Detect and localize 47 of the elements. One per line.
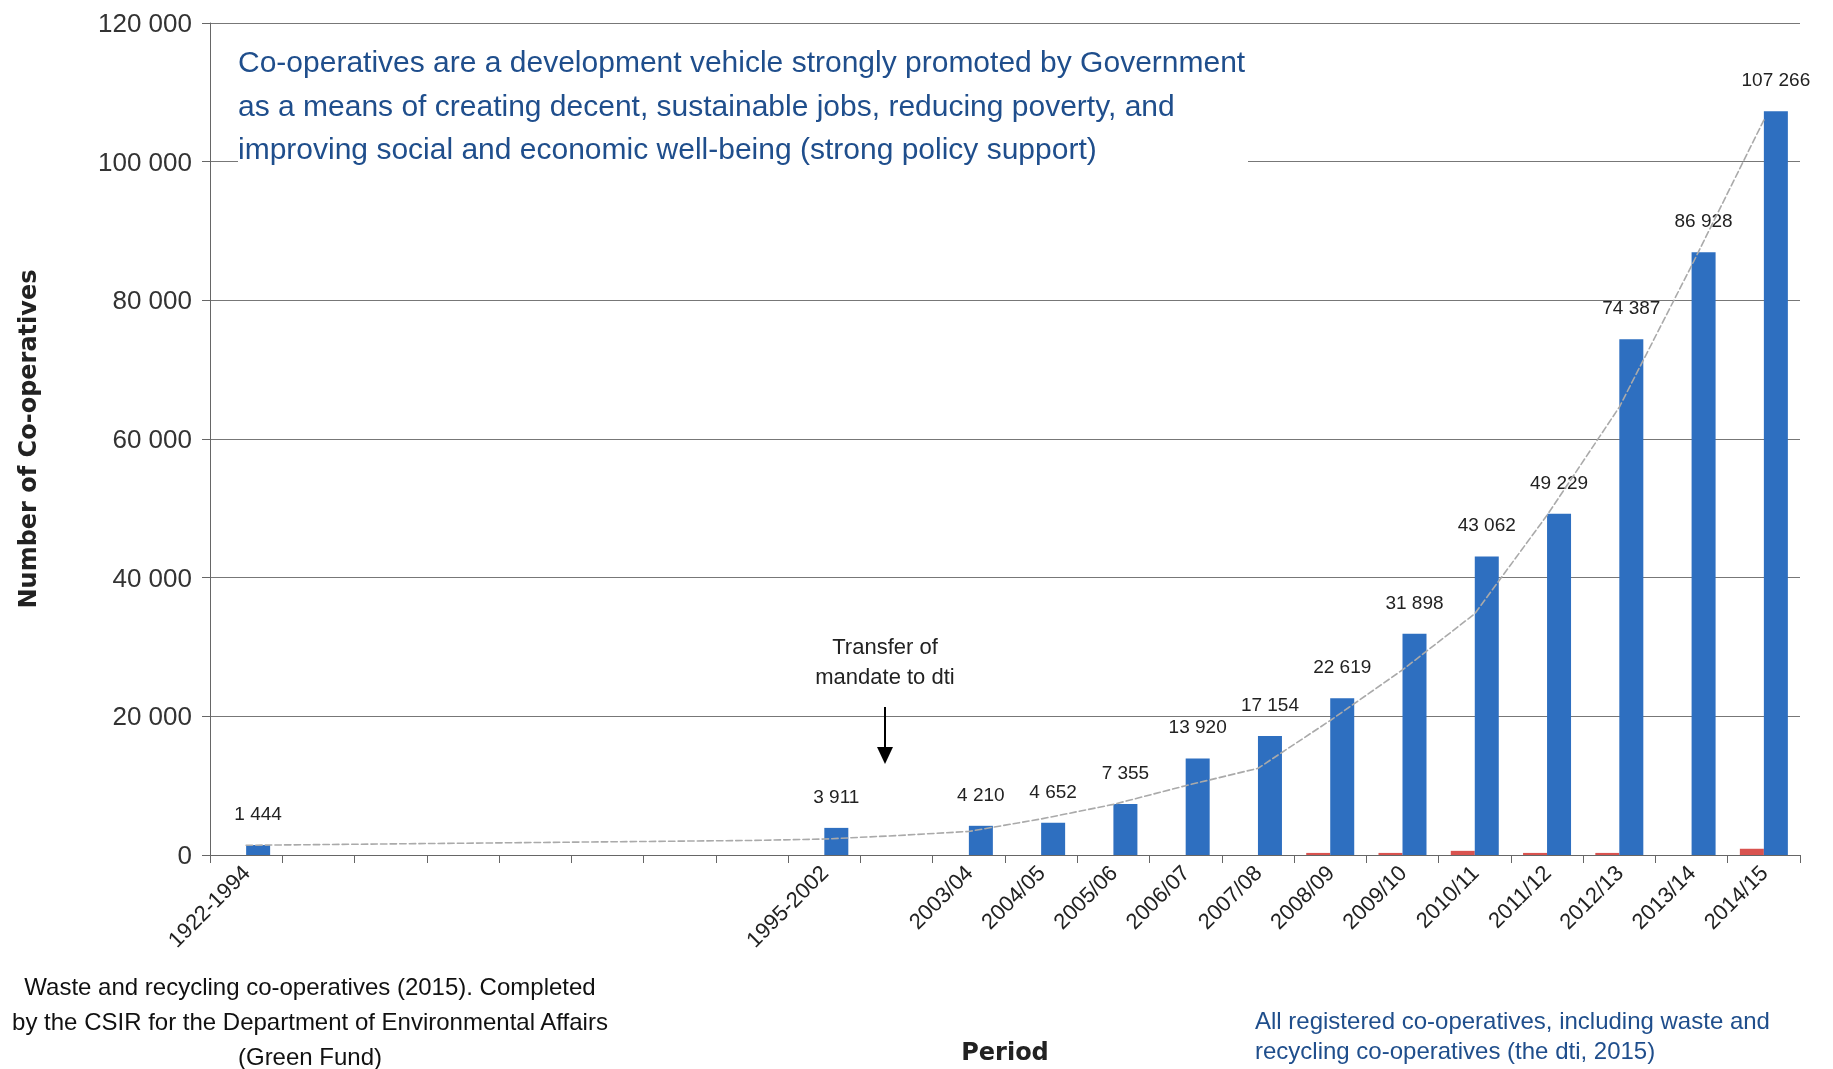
bar — [1378, 852, 1403, 855]
bar — [968, 825, 993, 855]
bar — [1450, 850, 1475, 855]
bar — [1739, 848, 1764, 855]
data-label: 3 911 — [813, 785, 860, 807]
data-label: 17 154 — [1240, 694, 1300, 716]
bar — [1547, 513, 1572, 855]
data-label: 1 444 — [234, 802, 283, 824]
data-label: 43 062 — [1457, 514, 1516, 536]
bar — [824, 827, 849, 855]
text: All registered co-operatives, including waste and recycling co-operatives (the dti, 2015) — [1255, 1006, 1771, 1066]
y-tick-label: 100 000 — [98, 146, 192, 177]
data-label: 107 266 — [1741, 69, 1811, 91]
bar — [1691, 252, 1716, 855]
bar — [1185, 758, 1210, 855]
bar — [1041, 822, 1066, 855]
bar — [1330, 698, 1355, 855]
bar — [246, 844, 271, 855]
data-label: 13 920 — [1168, 716, 1227, 738]
bar — [1257, 736, 1282, 855]
data-label: 4 210 — [957, 783, 1005, 805]
annotation: Co-operatives are a development vehicle strongly promoted by Government as a means of creating decent, sustainable jobs, reducing poverty, and improving social and economic well-being (strong policy support) — [238, 40, 1248, 171]
bar — [1595, 852, 1620, 855]
data-label: 7 355 — [1101, 762, 1150, 784]
y-tick-label: 80 000 — [112, 285, 192, 316]
y-tick-label: 120 000 — [98, 8, 192, 38]
data-label: 22 619 — [1313, 656, 1372, 678]
x-axis-title: Period — [961, 1038, 1049, 1066]
bar — [1402, 633, 1427, 855]
bar — [1306, 852, 1331, 855]
y-tick-label: 40 000 — [112, 562, 192, 593]
bar — [1523, 852, 1548, 855]
annotation: Transfer of mandate to dti — [790, 632, 980, 692]
y-tick-label: 0 — [177, 840, 192, 870]
data-label: 86 928 — [1674, 210, 1733, 232]
bar — [1763, 111, 1788, 855]
text: Waste and recycling co-operatives (2015). Completed by the CSIR for the Department of Environmental Affairs (Green Fund) — [11, 972, 609, 1069]
y-tick-label: 60 000 — [112, 424, 192, 454]
data-label: 74 387 — [1602, 297, 1661, 319]
bar — [1474, 556, 1499, 855]
data-label: 49 229 — [1529, 471, 1589, 493]
data-label: 31 898 — [1385, 591, 1444, 613]
bar — [1113, 804, 1138, 855]
y-axis-title: Number of Co-operatives — [14, 269, 42, 609]
data-label: 4 652 — [1029, 780, 1077, 802]
bar — [1619, 339, 1644, 855]
y-tick-label: 20 000 — [112, 701, 192, 732]
